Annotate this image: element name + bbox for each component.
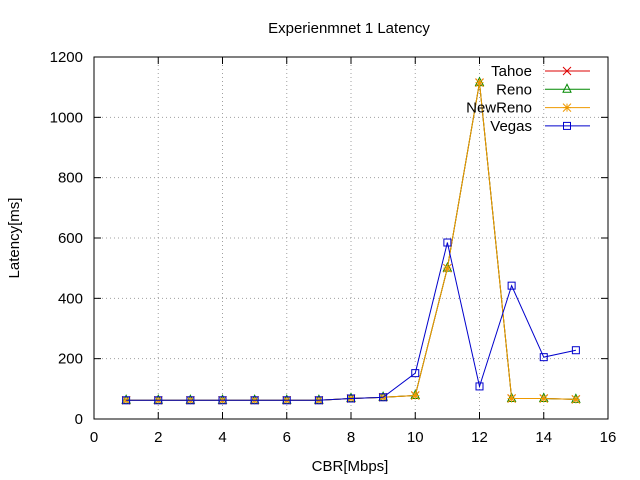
- y-axis-label: Latency[ms]: [6, 198, 23, 279]
- data-point-newreno: [539, 394, 549, 403]
- data-point-newreno: [443, 263, 452, 273]
- legend-marker-newreno: [562, 103, 572, 112]
- legend-label-newreno: NewReno: [466, 100, 532, 117]
- data-point-vegas: [186, 396, 195, 405]
- series-line-vegas: [126, 242, 576, 401]
- series-vegas: [122, 238, 580, 405]
- data-point-vegas: [571, 346, 580, 355]
- chart-title: Experienmnet 1 Latency: [268, 20, 430, 37]
- legend-label-vegas: Vegas: [490, 118, 532, 135]
- marker-stroke: [562, 66, 572, 76]
- y-tick-label: 200: [58, 351, 83, 368]
- data-point-vegas: [539, 353, 548, 362]
- data-point-newreno: [475, 78, 484, 87]
- x-axis-label: CBR[Mbps]: [312, 458, 389, 475]
- y-tick-label: 600: [58, 230, 83, 247]
- x-tick-label: 0: [90, 429, 98, 446]
- data-point-vegas: [282, 396, 291, 405]
- y-tick-label: 800: [58, 170, 83, 187]
- y-tick-label: 1000: [50, 109, 83, 126]
- x-tick-label: 6: [283, 429, 291, 446]
- data-point-vegas: [379, 393, 388, 402]
- data-point-vegas: [443, 238, 452, 247]
- data-point-newreno: [507, 394, 516, 403]
- x-tick-label: 12: [471, 429, 488, 446]
- x-tick-label: 4: [218, 429, 226, 446]
- grid: [94, 57, 608, 419]
- data-point-vegas: [154, 396, 163, 405]
- y-tick-label: 400: [58, 290, 83, 307]
- data-point-vegas: [347, 394, 355, 403]
- axis-ticks: 0 2 4 6 8 10 12 14 16 0 200 400 600 800 1000 1200: [50, 49, 617, 446]
- data-point-newreno: [410, 391, 420, 400]
- x-tick-label: 8: [347, 429, 355, 446]
- data-point-vegas: [314, 396, 323, 405]
- x-tick-label: 16: [600, 429, 617, 446]
- data-point-vegas: [411, 369, 420, 378]
- y-tick-label: 1200: [50, 49, 83, 66]
- legend-marker-tahoe: [562, 66, 572, 76]
- data-point-vegas: [507, 281, 516, 290]
- data-point-newreno: [571, 395, 581, 404]
- data-point-vegas: [250, 396, 259, 405]
- data-point-vegas: [218, 396, 227, 405]
- legend-label-tahoe: Tahoe: [491, 63, 532, 80]
- x-tick-label: 10: [407, 429, 424, 446]
- legend-marker-vegas: [563, 121, 571, 130]
- data-point-vegas: [122, 396, 131, 405]
- series-layer: [121, 76, 581, 405]
- data-point-vegas: [475, 382, 484, 391]
- x-tick-label: 2: [154, 429, 162, 446]
- x-tick-label: 14: [535, 429, 552, 446]
- y-tick-label: 0: [75, 411, 83, 428]
- legend-marker-reno: [562, 83, 572, 93]
- legend-label-reno: Reno: [496, 81, 532, 98]
